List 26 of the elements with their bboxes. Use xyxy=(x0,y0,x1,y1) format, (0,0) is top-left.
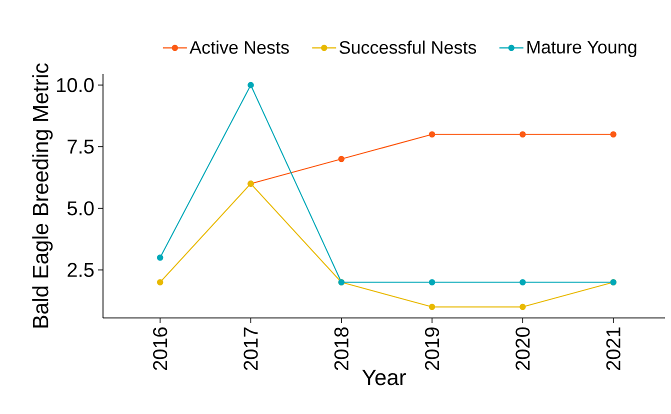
y-tick-label: 2.5 xyxy=(68,262,94,277)
point xyxy=(520,131,526,138)
point xyxy=(610,131,616,138)
y-axis-title: Bald Eagle Breeding Metric xyxy=(32,63,53,328)
point xyxy=(156,279,164,286)
point xyxy=(428,131,436,138)
y-tick-label: 10.0 xyxy=(57,78,94,92)
x-tick-label: 2016 xyxy=(153,327,168,370)
x-tick-label: 2020 xyxy=(516,327,530,370)
legend-label: Successful Nests xyxy=(340,40,476,54)
legend-label: Mature Young xyxy=(527,40,636,58)
point xyxy=(338,156,345,162)
point xyxy=(428,304,436,310)
y-tick-label: 5.0 xyxy=(67,201,94,216)
x-axis-title: Year xyxy=(362,370,406,386)
legend-label: Active Nests xyxy=(190,40,289,54)
x-tick-label: 2018 xyxy=(334,327,348,370)
point xyxy=(428,279,436,286)
point xyxy=(520,304,526,310)
x-tick-label: 2017 xyxy=(244,328,258,370)
point xyxy=(248,82,254,88)
y-tick-label: 7.5 xyxy=(68,140,94,154)
point xyxy=(520,279,526,286)
x-tick-label: 2021 xyxy=(606,328,620,370)
point xyxy=(156,254,164,261)
x-tick-label: 2019 xyxy=(424,327,440,370)
